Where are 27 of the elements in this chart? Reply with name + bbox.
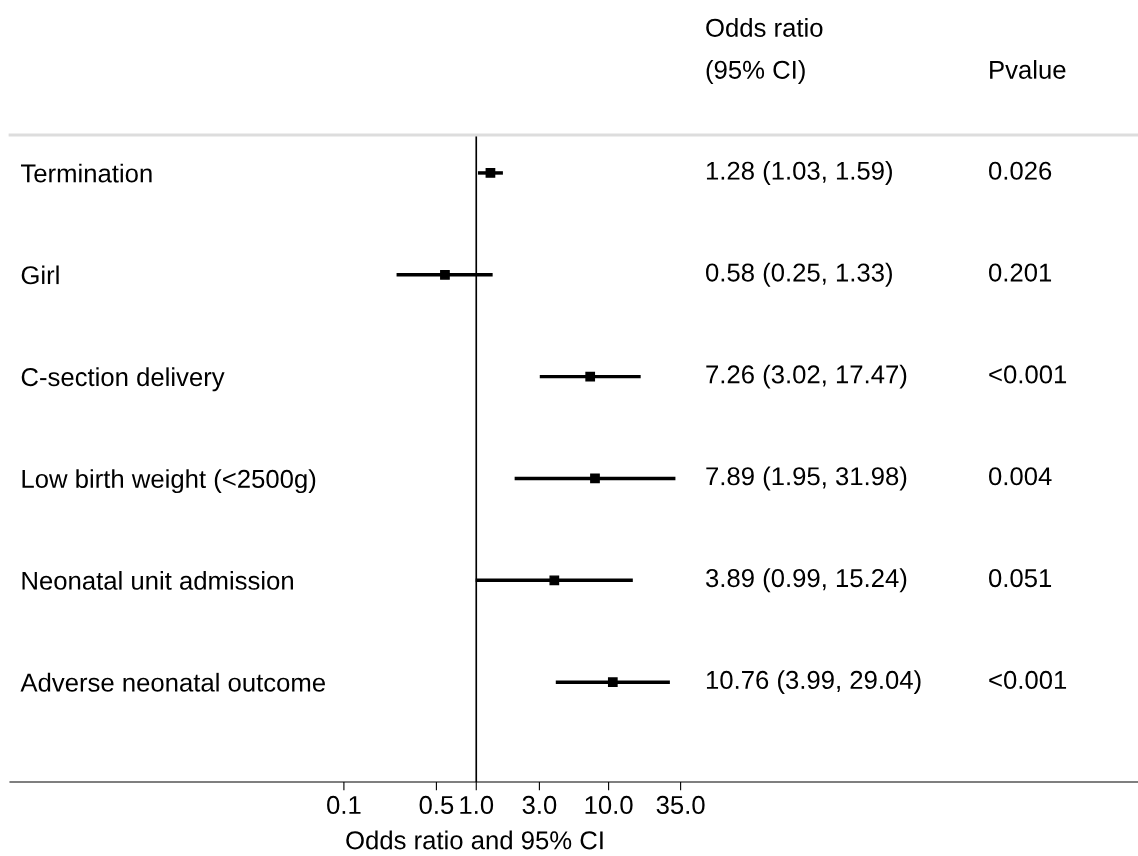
- annotation: 0.58 (0.25, 1.33): [706, 262, 892, 287]
- annotation: 1.28 (1.03, 1.59): [706, 160, 892, 185]
- annotation: <0.001: [989, 365, 1067, 384]
- x-axis-title: Odds ratio and 95% CI: [346, 830, 603, 850]
- annotation: 0.201: [989, 263, 1052, 282]
- text: Pvalue: [990, 60, 1066, 79]
- x-tick-label: 3.0: [522, 795, 557, 815]
- y-tick-label: C-section delivery: [21, 367, 225, 392]
- y-tick-label: Adverse neonatal outcome: [20, 672, 325, 692]
- y-tick-label: Neonatal unit admission: [22, 571, 293, 590]
- y-tick-label: Termination: [20, 163, 152, 183]
- annotation: 0.004: [989, 467, 1052, 486]
- annotation: 10.76 (3.99, 29.04): [706, 670, 921, 695]
- text: Odds ratio (95% CI): [706, 18, 823, 84]
- x-tick-label: 1.0: [460, 795, 494, 815]
- x-tick-label: 35.0: [656, 795, 705, 815]
- x-tick-label: 10.0: [585, 795, 633, 815]
- x-tick-label: 0.1: [327, 795, 361, 815]
- annotation: <0.001: [989, 670, 1067, 690]
- y-tick-label: Low birth weight (<2500g): [22, 469, 316, 494]
- annotation: 3.89 (0.99, 15.24): [705, 568, 907, 593]
- x-tick-label: 0.5: [419, 795, 454, 815]
- annotation: 7.89 (1.95, 31.98): [706, 466, 907, 491]
- annotation: 0.026: [989, 161, 1052, 180]
- annotation: 0.051: [989, 569, 1052, 588]
- y-tick-label: Girl: [21, 265, 59, 285]
- annotation: 7.26 (3.02, 17.47): [706, 364, 907, 389]
